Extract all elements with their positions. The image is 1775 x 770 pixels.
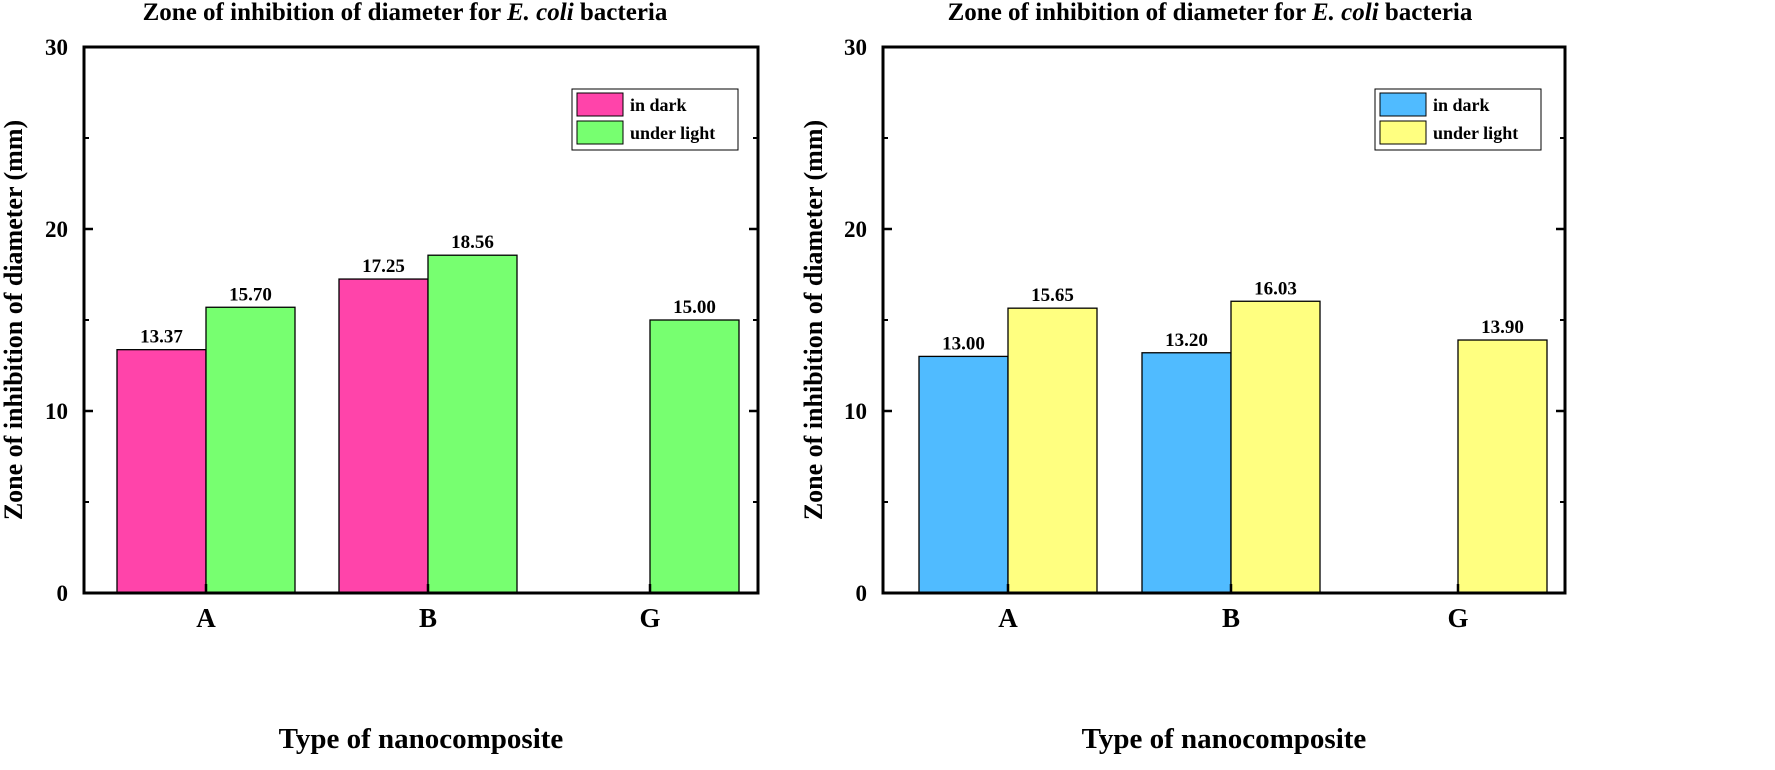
y-tick-label: 20	[844, 217, 867, 242]
chart-title-suffix: bacteria	[1379, 0, 1473, 26]
x-tick-label: B	[419, 603, 437, 633]
chart-title-italic: E. coli	[506, 0, 574, 26]
data-label: 17.25	[362, 256, 405, 277]
bar-in-dark-B	[1141, 352, 1232, 594]
y-tick-label: 0	[856, 581, 868, 606]
data-label: 15.00	[673, 297, 716, 318]
y-tick-label: 10	[45, 399, 68, 424]
chart-title-0: Zone of inhibition of diameter for E. co…	[143, 0, 668, 26]
y-tick-label: 30	[45, 35, 68, 60]
data-label: 13.20	[1165, 330, 1208, 351]
legend-swatch-under-light	[1379, 120, 1427, 145]
data-label: 18.56	[451, 232, 494, 253]
y-tick-label: 10	[844, 399, 867, 424]
bar-in-dark-A	[918, 355, 1009, 594]
bar-under-light-B	[427, 254, 518, 594]
legend-label: in dark	[1433, 95, 1490, 115]
bar-in-dark-B	[338, 278, 429, 594]
bar-under-light-A	[205, 306, 296, 594]
x-tick-label: G	[639, 603, 660, 633]
bar-in-dark-A	[116, 349, 207, 594]
x-tick-label: G	[1447, 603, 1468, 633]
x-axis-label: Type of nanocomposite	[1082, 723, 1367, 755]
x-tick-label: A	[196, 603, 216, 633]
data-label: 13.90	[1481, 317, 1524, 338]
y-tick-label: 30	[844, 35, 867, 60]
data-label: 16.03	[1254, 278, 1297, 299]
x-tick-label: A	[998, 603, 1018, 633]
y-axis-label: Zone of inhibition of diameter (mm)	[0, 120, 28, 520]
data-label: 15.65	[1031, 285, 1074, 306]
legend-swatch-in-dark	[576, 92, 624, 117]
x-tick-label: B	[1222, 603, 1240, 633]
legend-label: under light	[630, 123, 715, 143]
data-label: 15.70	[229, 284, 272, 305]
legend-swatch-in-dark	[1379, 92, 1427, 117]
x-axis-label: Type of nanocomposite	[279, 723, 564, 755]
y-tick-label: 0	[57, 581, 69, 606]
bar-under-light-G	[649, 319, 740, 594]
data-label: 13.00	[942, 333, 985, 354]
chart-title-1: Zone of inhibition of diameter for E. co…	[948, 0, 1473, 26]
bar-under-light-G	[1457, 339, 1548, 594]
data-label: 13.37	[140, 327, 183, 348]
legend-label: under light	[1433, 123, 1518, 143]
chart-title-prefix: Zone of inhibition of diameter for	[143, 0, 507, 26]
legend-swatch-under-light	[576, 120, 624, 145]
chart-title-prefix: Zone of inhibition of diameter for	[948, 0, 1312, 26]
bar-under-light-B	[1230, 300, 1321, 594]
chart-title-italic: E. coli	[1311, 0, 1379, 26]
legend-label: in dark	[630, 95, 687, 115]
y-tick-label: 20	[45, 217, 68, 242]
chart-title-suffix: bacteria	[574, 0, 668, 26]
y-axis-label: Zone of inhibition of diameter (mm)	[799, 120, 828, 520]
bar-under-light-A	[1007, 307, 1098, 594]
